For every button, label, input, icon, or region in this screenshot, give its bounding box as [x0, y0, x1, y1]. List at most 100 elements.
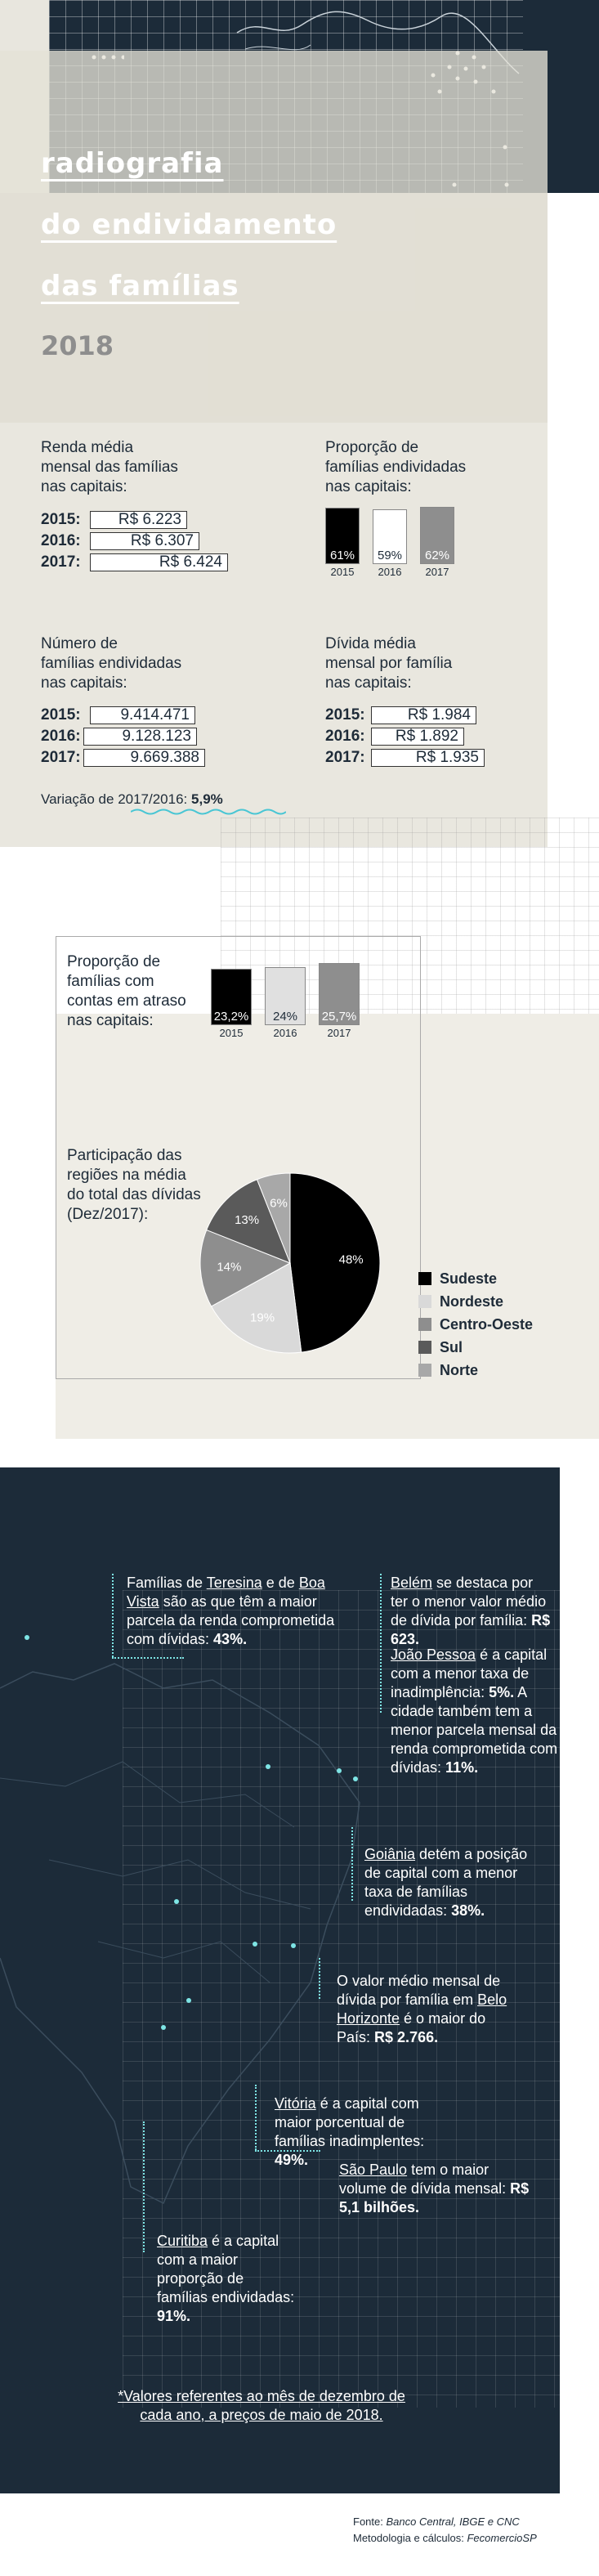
numero-table: 2015: 9.414.471 2016: 9.128.123 2017: 9.669…	[41, 706, 205, 770]
renda-year-2015: 2015:	[41, 511, 81, 528]
metodologia-label: Metodologia e cálculos:	[353, 2532, 467, 2544]
renda-year-2017: 2017:	[41, 553, 81, 571]
legend-label: Nordeste	[440, 1292, 504, 1310]
regioes-legend: Sudeste Nordeste Centro-Oeste Sul Norte	[418, 1267, 533, 1382]
note-curitiba: Curitiba é a capital com a maior proporç…	[157, 2232, 296, 2326]
proporcao-bar-year-2015: 2015	[330, 566, 355, 578]
title-line-2: do endividamento	[41, 208, 337, 241]
city-dot-boa-vista	[25, 1635, 29, 1640]
sao-paulo-value: R$ 5,1 bilhões.	[339, 2180, 530, 2215]
joao-pessoa-value1: 5%.	[489, 1684, 515, 1700]
hero-overlay	[0, 51, 548, 423]
pie-slice-sul	[206, 1179, 291, 1264]
section2-outline	[56, 936, 421, 1379]
proporcao-bar-label-2015: 61%	[329, 549, 355, 562]
note-teresina: Famílias de Teresina e de Boa Vista são …	[127, 1574, 339, 1649]
pie-slice-norte	[256, 1172, 291, 1264]
connector-teresina-h	[112, 1657, 184, 1659]
proporcao-bar-2017	[420, 507, 454, 564]
pie-label-sudeste: 48%	[339, 1252, 364, 1266]
city-dot-joao-pessoa	[353, 1776, 358, 1781]
pie-slice-nordeste	[210, 1262, 302, 1354]
belem-value: R$ 623.	[391, 1612, 551, 1647]
variacao-label: Variação de 2017/2016:	[41, 791, 188, 807]
note-bh: O valor médio mensal de dívida por famíl…	[337, 1972, 508, 2047]
bh-pre: O valor médio mensal de dívida por famíl…	[337, 1973, 501, 2008]
pie-label-centro-oeste: 14%	[217, 1261, 241, 1275]
map-outline-top	[236, 11, 520, 74]
teresina-mid: e de	[262, 1575, 299, 1591]
atraso-bar-label-2017: 25,7%	[321, 1010, 357, 1024]
legend-swatch	[418, 1295, 431, 1308]
divida-value-2017: R$ 1.935	[371, 749, 485, 767]
vitoria-city: Vitória	[275, 2095, 316, 2112]
city-dot-belem	[266, 1764, 270, 1769]
legend-item-centro-oeste: Centro-Oeste	[418, 1313, 533, 1336]
pie-label-norte: 6%	[270, 1197, 288, 1211]
legend-item-nordeste: Nordeste	[418, 1290, 533, 1313]
curitiba-value: 91%.	[157, 2308, 191, 2324]
city-dot-sao-paulo	[186, 1998, 191, 2003]
teresina-value: 43%.	[213, 1631, 248, 1647]
legend-swatch	[418, 1341, 431, 1354]
city-dot-vitoria	[291, 1943, 296, 1948]
divida-value-2015: R$ 1.984	[371, 706, 476, 724]
legend-swatch	[418, 1364, 431, 1377]
belem-city: Belém	[391, 1575, 433, 1591]
proporcao-bar-year-2017: 2017	[425, 566, 449, 578]
note-sao-paulo: São Paulo tem o maior volume de dívida m…	[339, 2161, 535, 2217]
numero-label: Número de famílias endividadas nas capit…	[41, 635, 182, 692]
variacao-text: Variação de 2017/2016: 5,9%	[41, 791, 223, 808]
regioes-label: Participação das regiões na média do tot…	[67, 1147, 201, 1223]
connector-bh	[319, 1958, 320, 1999]
joao-pessoa-value2: 11%.	[445, 1759, 479, 1776]
legend-label: Norte	[440, 1361, 479, 1378]
atraso-bar-label-2015: 23,2%	[213, 1010, 249, 1024]
boa-vista-city: Boa Vista	[127, 1575, 325, 1610]
vitoria-text: é a capital com maior porcentual de famí…	[275, 2095, 425, 2149]
renda-value-2015: R$ 6.223	[90, 511, 187, 529]
legend-item-sul: Sul	[418, 1336, 533, 1359]
bh-value: R$ 2.766.	[374, 2029, 439, 2045]
vitoria-value: 49%.	[275, 2152, 309, 2168]
legend-item-norte: Norte	[418, 1359, 533, 1382]
title-line-1: radiografia	[41, 147, 224, 180]
teresina-city: Teresina	[206, 1575, 262, 1591]
numero-value-2015: 9.414.471	[90, 706, 195, 724]
fonte-label: Fonte:	[353, 2516, 387, 2528]
divida-table: 2015: R$ 1.984 2016: R$ 1.892 2017: R$ 1.93…	[325, 706, 485, 770]
wave-decoration	[131, 809, 286, 815]
proporcao-bar-2015	[325, 508, 360, 564]
proporcao-bar-chart: 61% 2015 59% 2016 62% 2017	[325, 502, 464, 578]
numero-value-2017: 9.669.388	[83, 749, 205, 767]
proporcao-bar-year-2016: 2016	[378, 566, 402, 578]
teresina-post: são as que têm a maior parcela da renda …	[127, 1593, 335, 1647]
city-dot-bh	[253, 1942, 257, 1947]
bh-text: é o maior do País:	[337, 2010, 486, 2045]
renda-label: Renda média mensal das famílias nas capi…	[41, 439, 178, 495]
footnote-values: *Valores referentes ao mês de dezembro d…	[118, 2388, 405, 2423]
connector-curitiba	[143, 2121, 145, 2252]
atraso-bar-2016	[265, 967, 306, 1025]
proporcao-bar-label-2017: 62%	[424, 549, 450, 562]
divida-label: Dívida média mensal por família nas capi…	[325, 635, 453, 692]
city-dot-goiania	[174, 1899, 179, 1904]
renda-value-2017: R$ 6.424	[90, 553, 228, 571]
note-belem: Belém se destaca por ter o menor valor m…	[391, 1574, 554, 1649]
fonte-value: Banco Central, IBGE e CNC	[386, 2516, 520, 2528]
divida-year-2016: 2016:	[325, 728, 365, 745]
legend-label: Centro-Oeste	[440, 1315, 534, 1333]
connector-vitoria-h	[255, 2150, 320, 2152]
proporcao-label: Proporção de famílias endividadas nas ca…	[325, 439, 467, 495]
curitiba-text: é a capital com a maior proporção de fam…	[157, 2233, 295, 2305]
legend-label: Sul	[440, 1338, 463, 1355]
teresina-pre: Famílias de	[127, 1575, 207, 1591]
title-line-3: das famílias	[41, 270, 239, 302]
divida-value-2016: R$ 1.892	[371, 728, 464, 746]
sao-paulo-city: São Paulo	[339, 2162, 408, 2178]
footer-fonte: Fonte: Banco Central, IBGE e CNC	[353, 2516, 520, 2528]
title-year: 2018	[41, 330, 114, 361]
connector-vitoria	[255, 2085, 257, 2150]
note-goiania: Goiânia detém a posição de capital com a…	[364, 1845, 528, 1920]
metodologia-value: FecomercioSP	[467, 2532, 537, 2544]
